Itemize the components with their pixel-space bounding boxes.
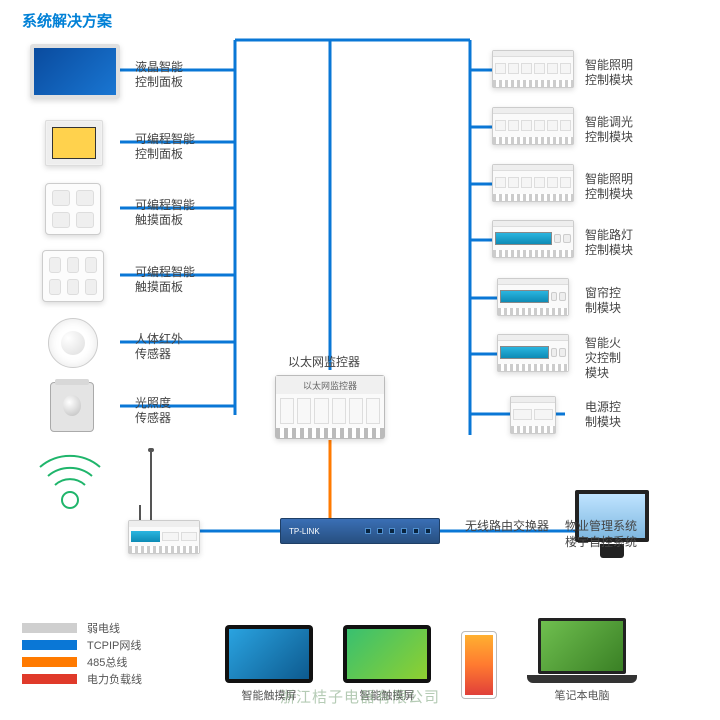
router-brand: TP-LINK (289, 527, 359, 536)
touch-panel-6-label: 可编程智能 触摸面板 (135, 265, 195, 295)
ethernet-gateway: 以太网监控器 (275, 375, 385, 439)
lcd-panel (30, 44, 120, 99)
lcd-panel-label: 液晶智能 控制面板 (135, 60, 183, 90)
mod-fire (497, 334, 569, 372)
mod-power-label: 电源控 制模块 (585, 400, 621, 430)
prog-panel (45, 120, 103, 166)
router: TP-LINK (280, 518, 440, 544)
wireless-module (128, 520, 200, 554)
legend-swatch-tcpip (22, 640, 77, 650)
mod-power (510, 396, 556, 434)
mod-lighting-2 (492, 164, 574, 202)
mod-lighting-1-label: 智能照明 控制模块 (585, 58, 633, 88)
lux-sensor (50, 382, 94, 432)
legend-swatch-weak (22, 623, 77, 633)
mod-dimming (492, 107, 574, 145)
tablet-2 (343, 625, 431, 683)
mod-dimming-label: 智能调光 控制模块 (585, 115, 633, 145)
mod-streetlight (492, 220, 574, 258)
legend-swatch-485 (22, 657, 77, 667)
router-label: 无线路由交换器 (465, 519, 549, 534)
legend-swatch-power (22, 674, 77, 684)
prog-panel-label: 可编程智能 控制面板 (135, 132, 195, 162)
touch-panel-4 (45, 183, 101, 235)
monitor-label-2: 楼宇自控系统 (565, 535, 637, 550)
mod-lighting-2-label: 智能照明 控制模块 (585, 172, 633, 202)
mod-fire-label: 智能火 灾控制 模块 (585, 336, 621, 381)
legend: 弱电线 TCPIP网线 485总线 电力负载线 (22, 620, 142, 688)
page-title: 系统解决方案 (22, 10, 112, 31)
mod-curtain (497, 278, 569, 316)
touch-panel-6 (42, 250, 104, 302)
monitor-label-1: 物业管理系统 (565, 519, 637, 534)
watermark: 浙江桔子电器有限公司 (280, 686, 440, 707)
touch-panel-4-label: 可编程智能 触摸面板 (135, 198, 195, 228)
mod-lighting-1 (492, 50, 574, 88)
mod-curtain-label: 窗帘控 制模块 (585, 286, 621, 316)
lux-sensor-label: 光照度 传感器 (135, 396, 171, 426)
smartphone (461, 631, 497, 699)
antenna (150, 450, 152, 522)
pir-sensor-label: 人体红外 传感器 (135, 332, 183, 362)
mod-streetlight-label: 智能路灯 控制模块 (585, 228, 633, 258)
pir-sensor (48, 318, 98, 368)
laptop (527, 618, 637, 683)
tablet-1 (225, 625, 313, 683)
gateway-label: 以太网监控器 (288, 355, 360, 370)
